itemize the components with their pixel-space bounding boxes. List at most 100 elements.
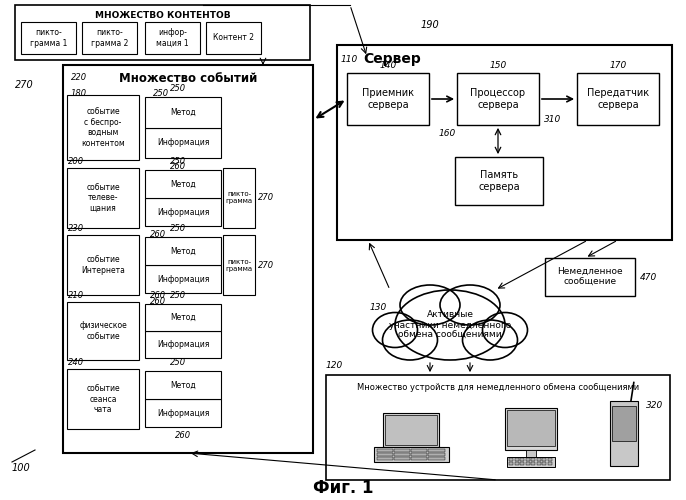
Text: 250: 250 xyxy=(170,291,186,300)
Bar xyxy=(542,458,546,461)
Text: Множество событий: Множество событий xyxy=(119,72,257,85)
Text: 270: 270 xyxy=(258,260,274,270)
Text: инфор-
мация 1: инфор- мация 1 xyxy=(156,28,189,48)
Bar xyxy=(520,462,524,465)
Text: 130: 130 xyxy=(370,304,388,312)
Bar xyxy=(145,399,221,427)
Bar xyxy=(411,457,427,460)
Bar xyxy=(531,462,535,465)
Text: 250: 250 xyxy=(170,358,186,367)
Bar xyxy=(21,22,76,54)
Bar xyxy=(67,235,139,295)
Text: Процессор
сервера: Процессор сервера xyxy=(471,88,525,110)
Bar xyxy=(145,97,221,128)
Text: 320: 320 xyxy=(646,400,663,409)
Bar xyxy=(536,462,541,465)
Text: Активные
участники немедленного
обмена сообщениями: Активные участники немедленного обмена с… xyxy=(389,310,511,340)
Bar xyxy=(536,458,541,461)
Text: Память
сервера: Память сервера xyxy=(478,170,520,192)
Bar xyxy=(15,5,310,60)
Text: пикто-
грамма: пикто- грамма xyxy=(226,258,252,272)
Text: пикто-
грамма: пикто- грамма xyxy=(226,192,252,204)
Text: событие
телеве-
щания: событие телеве- щания xyxy=(86,183,120,213)
Text: 250: 250 xyxy=(170,224,186,233)
Bar xyxy=(507,457,555,467)
Bar xyxy=(145,237,221,265)
Text: 140: 140 xyxy=(379,60,397,70)
Text: 260: 260 xyxy=(150,297,166,306)
Text: 270: 270 xyxy=(258,194,274,202)
Text: Немедленное
сообщение: Немедленное сообщение xyxy=(557,268,623,286)
Bar xyxy=(377,452,393,456)
Bar xyxy=(411,452,427,456)
Text: 150: 150 xyxy=(489,60,507,70)
Bar xyxy=(145,22,200,54)
Bar xyxy=(223,235,255,295)
Text: 250: 250 xyxy=(170,157,186,166)
Ellipse shape xyxy=(400,285,460,325)
Ellipse shape xyxy=(462,320,517,360)
Text: физическое
событие: физическое событие xyxy=(79,322,127,340)
Text: 260: 260 xyxy=(150,291,166,300)
Bar xyxy=(428,457,445,460)
Bar xyxy=(531,458,535,461)
Text: Сервер: Сервер xyxy=(363,52,421,66)
Text: событие
Интернета: событие Интернета xyxy=(81,256,125,274)
Bar xyxy=(394,452,410,456)
Bar xyxy=(526,450,536,458)
Bar xyxy=(385,414,437,444)
Bar xyxy=(514,462,519,465)
Bar xyxy=(612,406,636,441)
Text: 160: 160 xyxy=(439,128,456,138)
Bar xyxy=(542,462,546,465)
Text: событие
с беспро-
водным
контентом: событие с беспро- водным контентом xyxy=(81,108,125,148)
Text: Множество устройств для немедленного обмена сообщениями: Множество устройств для немедленного обм… xyxy=(357,382,639,392)
Bar xyxy=(67,369,139,429)
Bar xyxy=(145,198,221,226)
Text: МНОЖЕСТВО КОНТЕНТОВ: МНОЖЕСТВО КОНТЕНТОВ xyxy=(95,12,230,20)
Ellipse shape xyxy=(482,312,528,348)
Text: Метод: Метод xyxy=(170,108,196,117)
Text: 100: 100 xyxy=(12,463,31,473)
Text: 270: 270 xyxy=(15,80,34,90)
Bar xyxy=(455,157,543,205)
Text: Информация: Информация xyxy=(157,274,209,283)
Bar xyxy=(377,448,393,452)
Text: 250: 250 xyxy=(153,88,169,98)
Text: Приемник
сервера: Приемник сервера xyxy=(362,88,414,110)
Text: Метод: Метод xyxy=(170,380,196,390)
Text: 110: 110 xyxy=(341,54,358,64)
Bar xyxy=(337,45,672,240)
Bar xyxy=(514,458,519,461)
Bar xyxy=(547,462,552,465)
Bar xyxy=(520,458,524,461)
Bar xyxy=(145,170,221,198)
Text: Информация: Информация xyxy=(157,408,209,418)
Bar xyxy=(517,458,545,463)
Bar xyxy=(326,375,670,480)
Bar xyxy=(145,128,221,158)
Bar xyxy=(507,410,555,446)
Ellipse shape xyxy=(440,285,500,325)
Text: 220: 220 xyxy=(71,74,87,82)
Text: 250: 250 xyxy=(170,84,186,93)
Bar xyxy=(577,73,659,125)
Text: Метод: Метод xyxy=(170,246,196,256)
Ellipse shape xyxy=(395,290,505,360)
Text: Передатчик
сервера: Передатчик сервера xyxy=(587,88,649,110)
Bar xyxy=(145,331,221,358)
Bar xyxy=(145,304,221,332)
Text: 260: 260 xyxy=(150,230,166,239)
Bar xyxy=(394,457,410,460)
Text: 470: 470 xyxy=(640,272,657,281)
Text: Информация: Информация xyxy=(157,138,209,147)
Bar xyxy=(428,452,445,456)
Text: событие
сеанса
чата: событие сеанса чата xyxy=(86,384,120,414)
Bar xyxy=(525,462,530,465)
Bar xyxy=(394,448,410,452)
Text: Метод: Метод xyxy=(170,313,196,322)
Bar xyxy=(509,462,513,465)
Bar xyxy=(545,258,635,296)
Bar xyxy=(525,458,530,461)
Text: Контент 2: Контент 2 xyxy=(213,34,254,42)
